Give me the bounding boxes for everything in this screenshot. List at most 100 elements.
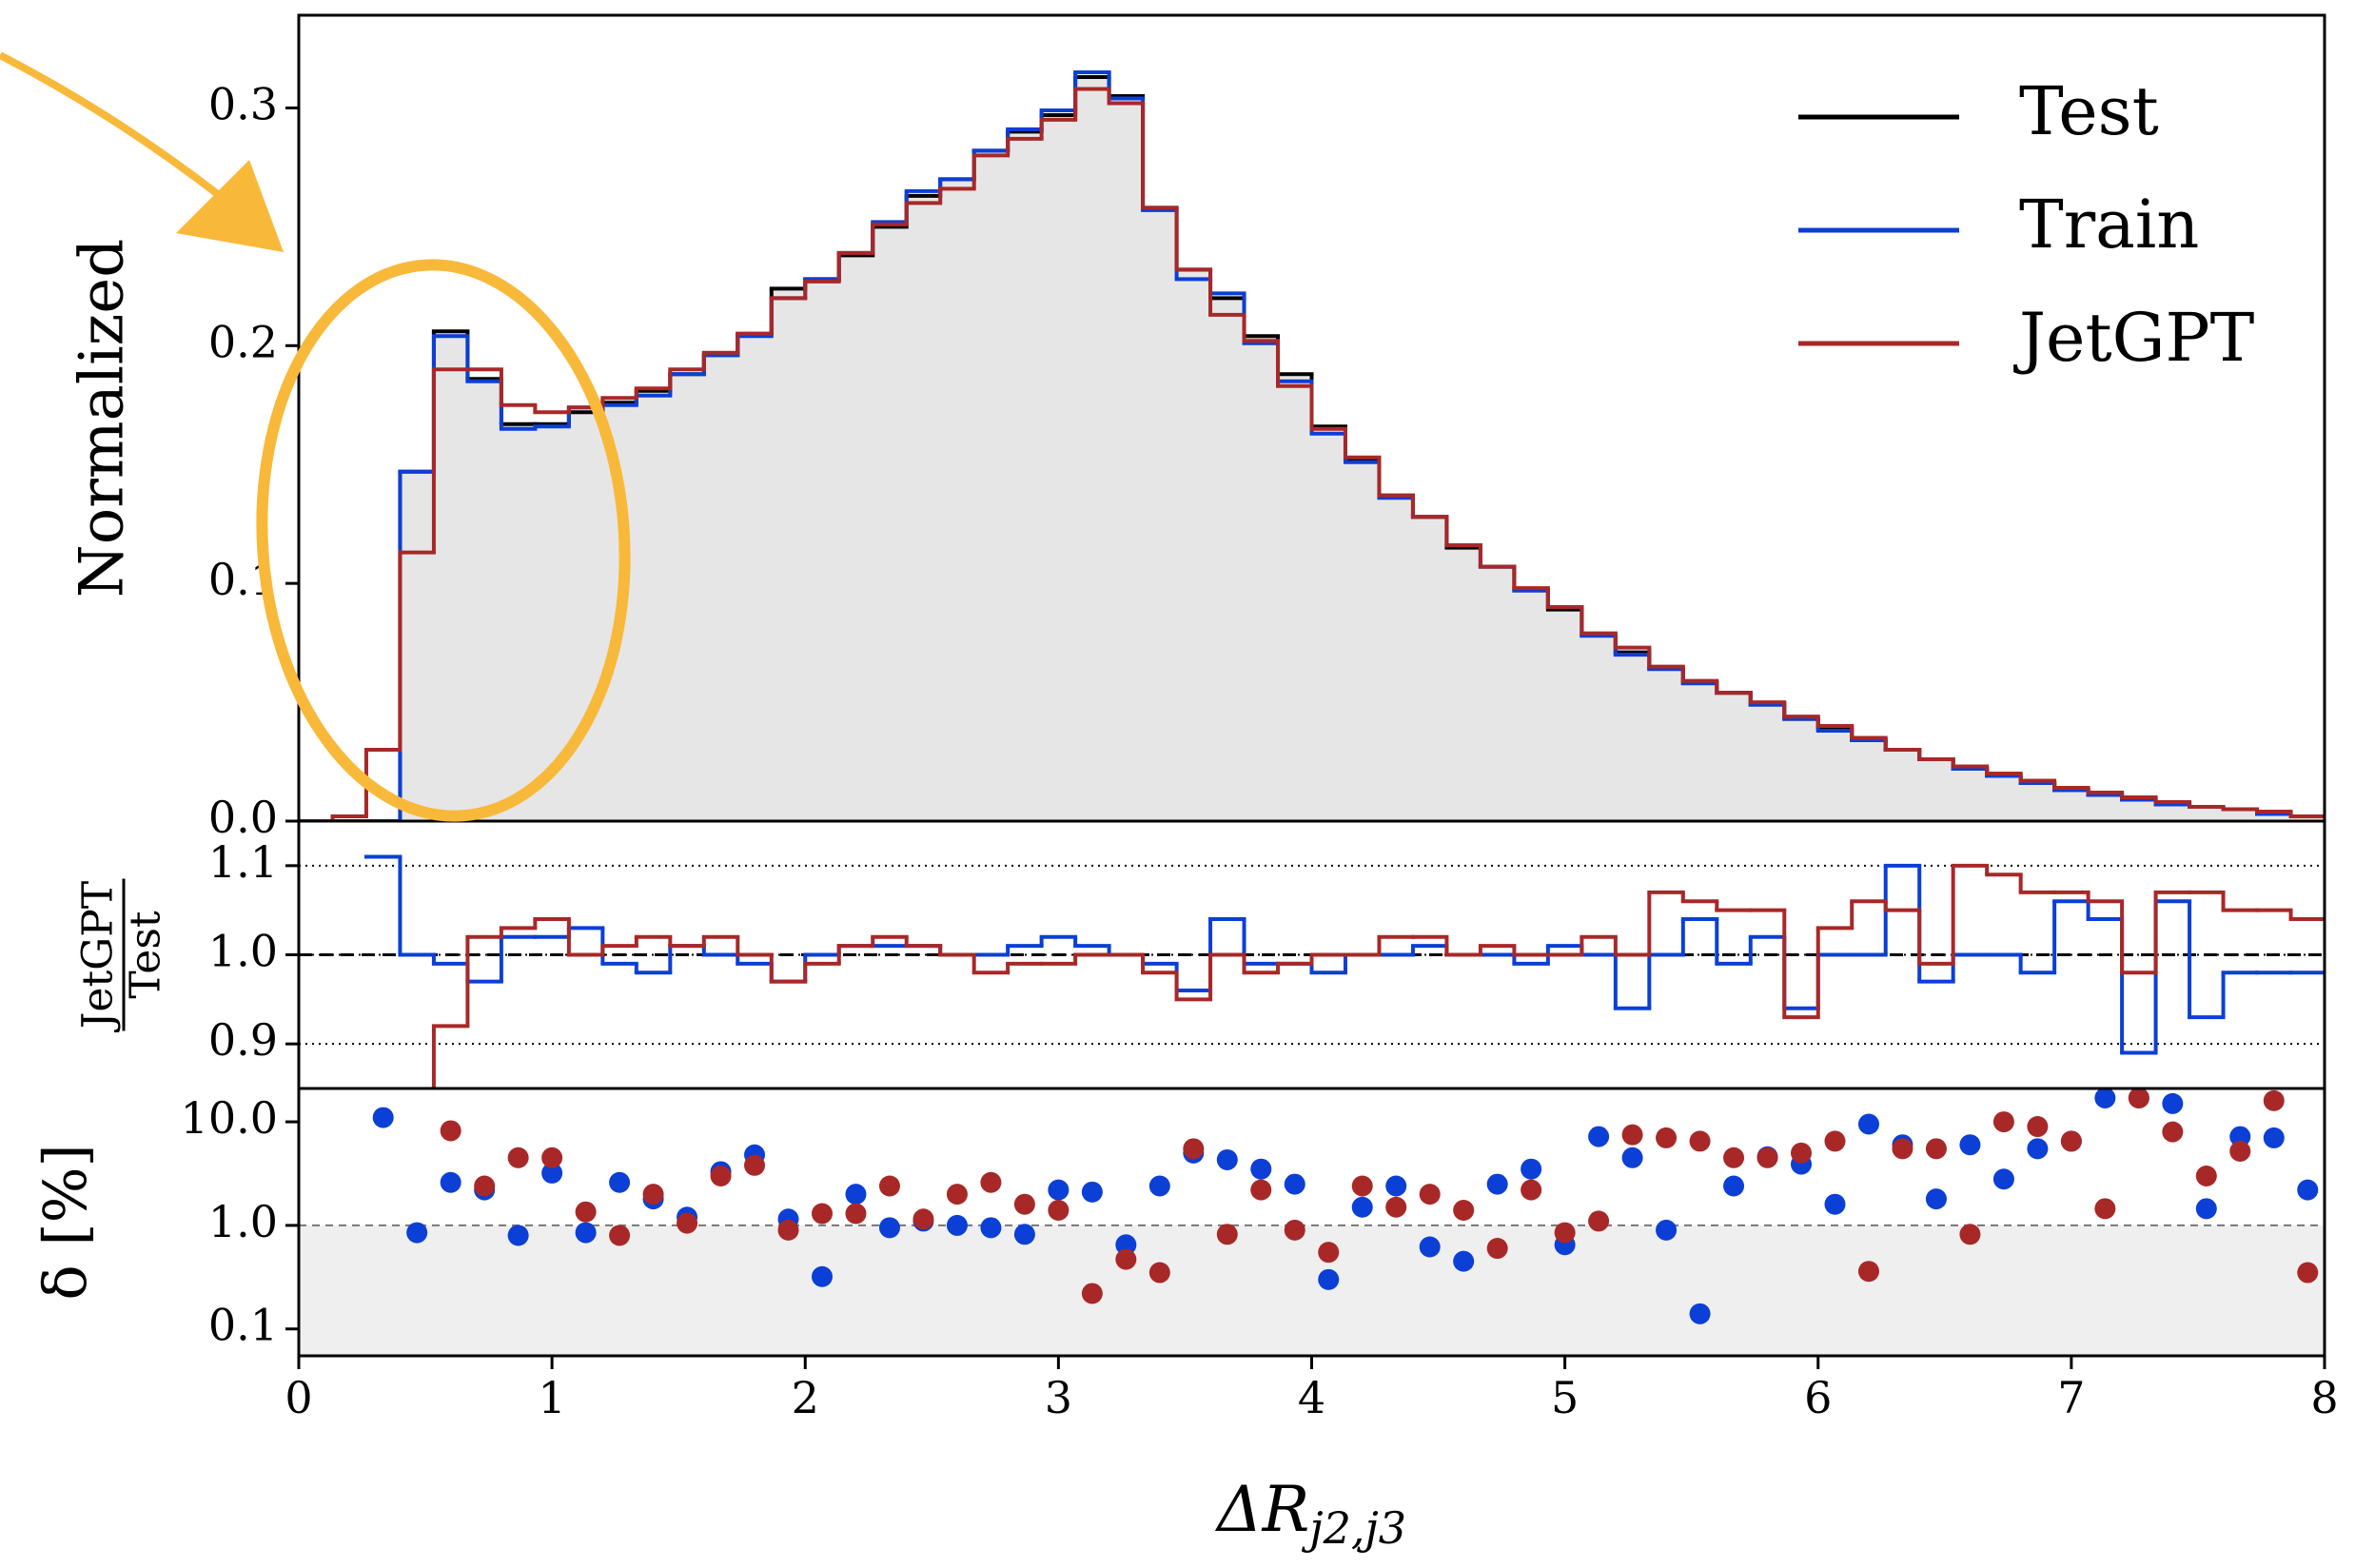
dot xyxy=(1081,1181,1103,1203)
dot xyxy=(440,1120,461,1142)
hist-fill xyxy=(2257,813,2292,821)
hist-fill xyxy=(1176,269,1211,821)
x-axis-label-subscript: j2,j3 xyxy=(1301,1502,1406,1554)
hist-fill xyxy=(1682,683,1717,821)
arrow-shaft xyxy=(0,51,222,199)
dot xyxy=(1521,1158,1542,1180)
hist-fill xyxy=(1581,636,1617,821)
dot xyxy=(1284,1219,1305,1241)
x-tick-label: 7 xyxy=(2057,1372,2085,1423)
dot xyxy=(878,1217,900,1239)
dot xyxy=(1115,1234,1137,1256)
dot xyxy=(1857,1261,1879,1283)
dot xyxy=(1925,1188,1947,1210)
dot xyxy=(2195,1165,2217,1186)
dot xyxy=(2263,1089,2285,1111)
dot xyxy=(777,1219,799,1241)
hist-fill xyxy=(1480,566,1515,821)
legend-label: JetGPT xyxy=(2013,299,2254,377)
dot xyxy=(2162,1092,2184,1114)
dot xyxy=(1689,1130,1711,1152)
dot xyxy=(1756,1147,1778,1168)
dot xyxy=(1013,1224,1035,1245)
dot xyxy=(1656,1127,1678,1148)
dot xyxy=(2229,1140,2251,1162)
dot xyxy=(372,1107,394,1128)
y-tick-label: 0.1 xyxy=(208,1300,278,1351)
y-tick-label: 1.0 xyxy=(208,926,278,977)
hist-fill xyxy=(771,288,806,821)
x-tick-label: 0 xyxy=(285,1372,312,1423)
dot xyxy=(2195,1198,2217,1220)
dot xyxy=(1925,1138,1947,1160)
hist-fill xyxy=(1041,114,1076,821)
panel xyxy=(299,69,2325,821)
dot xyxy=(980,1171,1002,1193)
dot xyxy=(946,1214,968,1236)
dot xyxy=(1621,1124,1643,1146)
dot xyxy=(980,1217,1002,1239)
y-axis-label-numerator: JetGPT xyxy=(74,881,123,1032)
hist-fill xyxy=(467,379,502,821)
x-axis-label: ΔRj2,j3 xyxy=(1214,1473,1406,1554)
dot xyxy=(507,1147,529,1168)
highlight-ellipse xyxy=(256,259,631,822)
dot xyxy=(1588,1126,1610,1147)
y-tick-label: 0.0 xyxy=(208,792,278,843)
hist-fill xyxy=(1109,95,1144,821)
hist-fill xyxy=(2155,804,2190,821)
dot xyxy=(642,1184,664,1205)
y-axis-label: Normalized xyxy=(68,239,138,598)
dot xyxy=(609,1225,631,1246)
legend-label: Train xyxy=(2019,186,2199,264)
hist-fill xyxy=(433,331,468,821)
hist-fill xyxy=(906,195,941,821)
hist-fill xyxy=(973,150,1009,821)
hist-fill xyxy=(1311,426,1346,821)
dot xyxy=(2162,1121,2184,1143)
dot xyxy=(1453,1250,1475,1272)
dot xyxy=(1824,1130,1846,1152)
dot xyxy=(811,1203,833,1225)
hist-fill xyxy=(1344,460,1380,821)
y-tick-label: 0.2 xyxy=(208,316,278,367)
dot xyxy=(845,1203,867,1225)
dot xyxy=(1216,1148,1238,1170)
hist-fill xyxy=(737,333,773,821)
hist-fill xyxy=(2223,809,2258,821)
dot xyxy=(811,1265,833,1287)
hist-fill xyxy=(1547,609,1582,821)
hist-fill xyxy=(1717,693,1752,821)
dot xyxy=(474,1175,496,1197)
dot xyxy=(1486,1173,1508,1195)
hist-fill xyxy=(2020,783,2055,821)
y-tick-label: 1.0 xyxy=(208,1196,278,1247)
dot xyxy=(1824,1193,1846,1215)
hist-fill xyxy=(1412,517,1447,821)
dot xyxy=(913,1208,934,1230)
hist-fill xyxy=(1649,669,1684,821)
hist-fill xyxy=(1008,131,1043,821)
dot xyxy=(1183,1138,1205,1160)
dot xyxy=(1723,1147,1745,1168)
dot xyxy=(1250,1179,1272,1201)
dot xyxy=(1992,1111,2014,1133)
dot xyxy=(2263,1127,2285,1148)
arrow-head xyxy=(176,160,284,252)
dot xyxy=(541,1162,563,1184)
dot xyxy=(1351,1175,1373,1197)
dot xyxy=(1351,1196,1373,1218)
dot xyxy=(1148,1175,1170,1197)
x-tick-label: 8 xyxy=(2310,1372,2338,1423)
dot xyxy=(2094,1088,2116,1108)
y-tick-label: 0.9 xyxy=(208,1014,278,1066)
x-tick-label: 6 xyxy=(1804,1372,1832,1423)
dot xyxy=(1318,1268,1340,1290)
hist-fill xyxy=(1885,750,1920,821)
dot xyxy=(677,1212,698,1234)
hist-fill xyxy=(636,390,671,821)
dot xyxy=(1992,1168,2014,1190)
dot xyxy=(1013,1193,1035,1215)
